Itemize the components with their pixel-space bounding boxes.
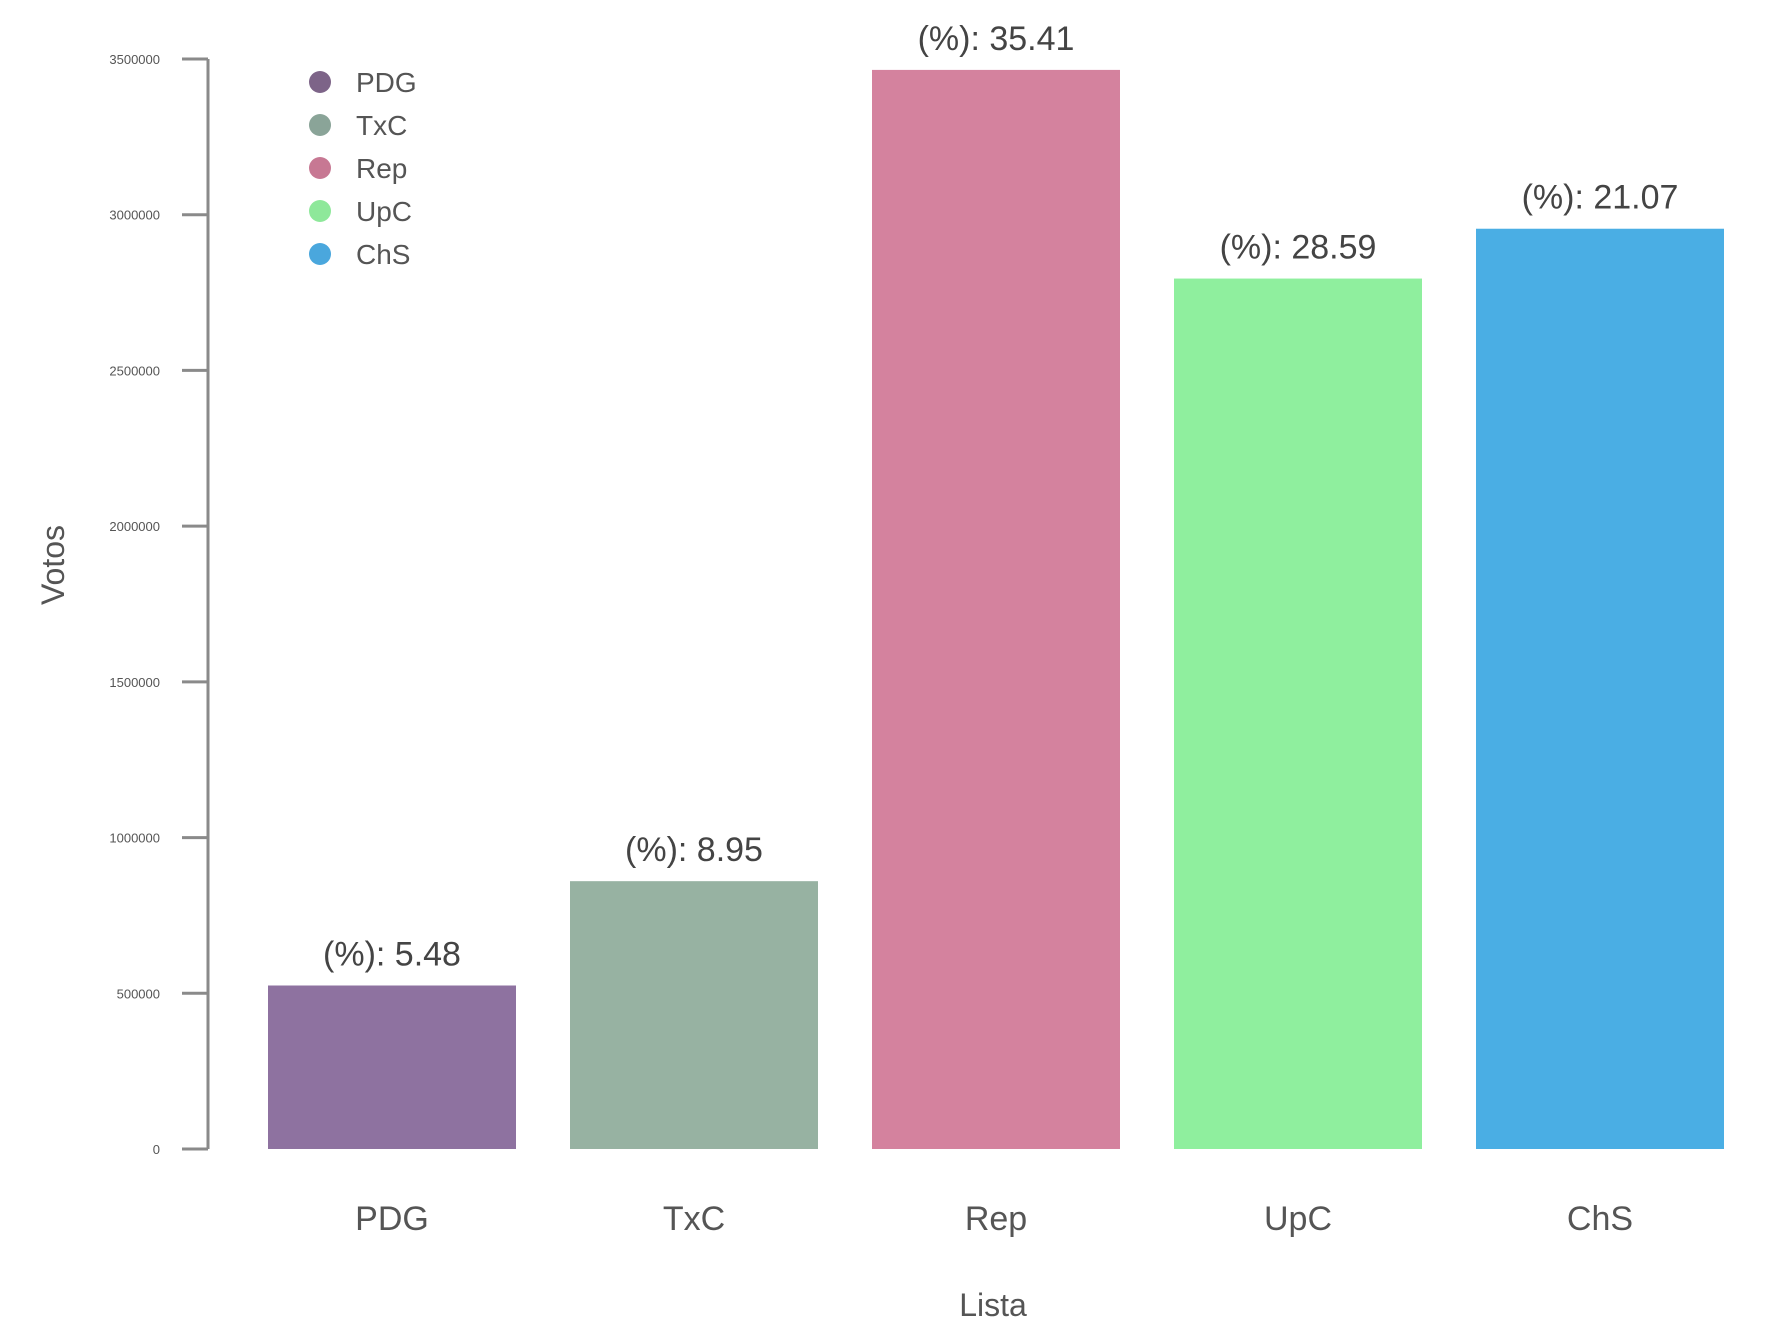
data-labels: (%): 5.48 (%): 8.95 (%): 35.41 (%): 28.59 (%…: [323, 20, 1678, 974]
x-tick-labels: PDG TxC Rep UpC ChS: [355, 1200, 1633, 1238]
legend-label-chs: ChS: [356, 239, 410, 270]
x-tick-label-txc: TxC: [663, 1200, 725, 1238]
legend-label-upc: UpC: [356, 196, 412, 227]
legend-label-rep: Rep: [356, 153, 407, 184]
legend: PDG TxC Rep UpC ChS: [309, 67, 417, 270]
y-tick-label: 3500000: [109, 52, 160, 67]
y-tick-label: 1500000: [109, 675, 160, 690]
y-tick-label: 1000000: [109, 831, 160, 846]
bar-txc: [570, 881, 818, 1149]
x-tick-label-rep: Rep: [965, 1200, 1027, 1238]
bar-upc: [1174, 278, 1422, 1149]
legend-marker-upc: [309, 200, 331, 222]
data-label-pdg: (%): 5.48: [323, 936, 461, 974]
y-axis: 0 500000 1000000 1500000 2000000 2500000 30000…: [109, 52, 210, 1157]
legend-marker-chs: [309, 243, 331, 265]
x-tick-label-pdg: PDG: [355, 1200, 429, 1238]
y-tick-label: 2000000: [109, 519, 160, 534]
legend-marker-txc: [309, 114, 331, 136]
legend-label-txc: TxC: [356, 110, 407, 141]
x-axis-title: Lista: [959, 1287, 1027, 1319]
y-tick-label: 0: [153, 1142, 160, 1157]
bar-pdg: [268, 985, 516, 1149]
data-label-chs: (%): 21.07: [1522, 179, 1679, 217]
bar-chs: [1476, 228, 1724, 1149]
bars: [268, 69, 1724, 1149]
bar-rep: [872, 69, 1120, 1149]
y-tick-label: 500000: [117, 986, 160, 1001]
data-label-upc: (%): 28.59: [1220, 229, 1377, 267]
data-label-txc: (%): 8.95: [625, 831, 763, 869]
y-tick-label: 3000000: [109, 208, 160, 223]
x-tick-label-upc: UpC: [1264, 1200, 1332, 1238]
x-tick-label-chs: ChS: [1567, 1200, 1633, 1238]
y-tick-label: 2500000: [109, 363, 160, 378]
data-label-rep: (%): 35.41: [918, 20, 1075, 58]
legend-marker-rep: [309, 157, 331, 179]
legend-marker-pdg: [309, 71, 331, 93]
y-axis-title: Votos: [35, 525, 71, 605]
legend-label-pdg: PDG: [356, 67, 417, 98]
